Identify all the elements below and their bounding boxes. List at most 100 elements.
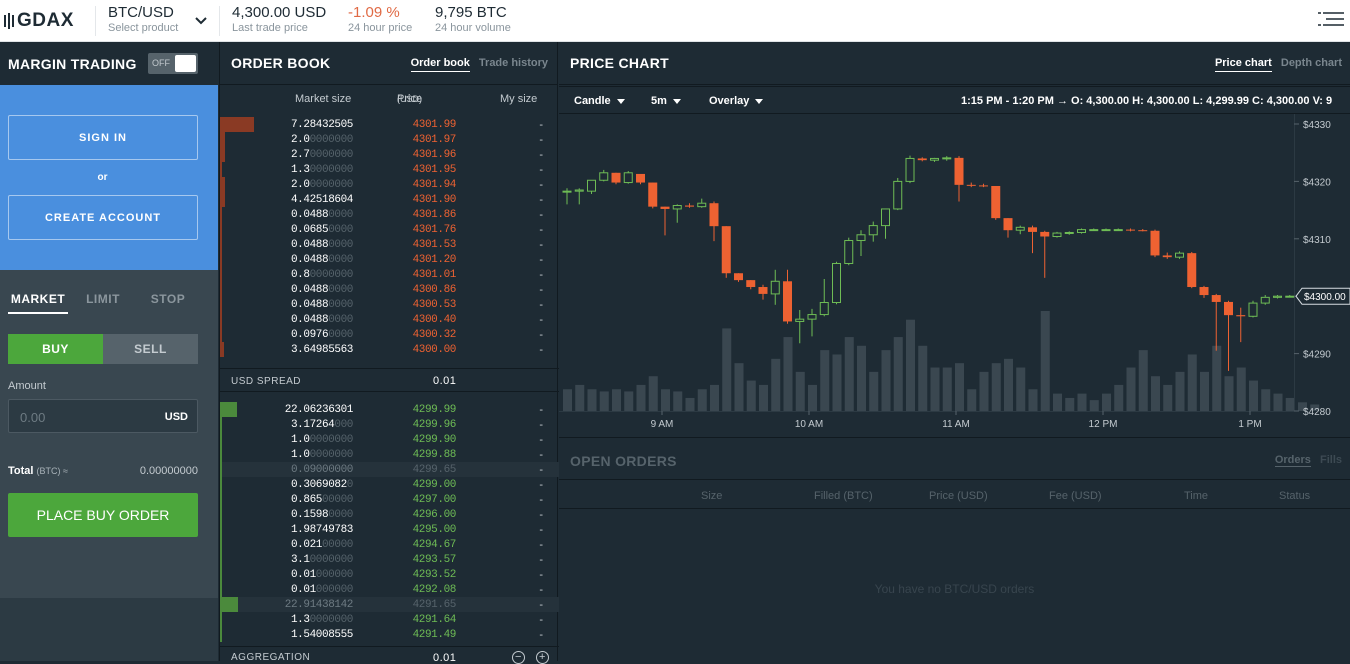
candle-body — [562, 190, 572, 193]
tab-stop[interactable]: STOP — [150, 292, 186, 306]
ask-row[interactable]: 2.00000000 4301.97 - — [220, 132, 559, 147]
total-value: 0.00000000 — [139, 465, 198, 477]
bid-row[interactable]: 0.30690820 4299.00 - — [220, 477, 559, 492]
bid-row[interactable]: 0.01000000 4293.52 - — [220, 567, 559, 582]
tab-market[interactable]: MARKET — [8, 292, 68, 314]
caret-down-icon — [616, 98, 625, 104]
volume-bar — [1028, 389, 1038, 411]
gdax-logo[interactable]: GDAX — [0, 0, 96, 42]
sidebar-footer — [0, 598, 218, 661]
bid-row[interactable]: 1.98749783 4295.00 - — [220, 522, 559, 537]
tab-price-chart[interactable]: Price chart — [1214, 57, 1272, 72]
price-chart-tabs: Price chart Depth chart — [1209, 57, 1342, 72]
volume-bar — [1004, 358, 1013, 411]
bid-row[interactable]: 0.01000000 4292.08 - — [220, 582, 559, 597]
candle-body — [734, 273, 743, 281]
bid-row[interactable]: 22.91438142 4291.65 - — [220, 597, 559, 612]
divider — [95, 6, 96, 36]
ask-row[interactable]: 0.04880000 4300.86 - — [220, 282, 559, 297]
ask-row[interactable]: 4.42518604 4301.90 - — [220, 192, 559, 207]
overlay-dropdown[interactable]: Overlay — [709, 95, 764, 107]
bid-size: 0.01000000 — [290, 569, 353, 581]
toggle-knob — [175, 55, 196, 72]
ask-row[interactable]: 0.04880000 4301.20 - — [220, 252, 559, 267]
bid-row[interactable]: 1.54008555 4291.49 - — [220, 627, 559, 642]
ask-row[interactable]: 1.30000000 4301.95 - — [220, 162, 559, 177]
chevron-down-icon[interactable] — [193, 13, 209, 29]
price-chart-title: PRICE CHART — [559, 42, 1350, 85]
ask-size: 2.00000000 — [290, 134, 353, 146]
sell-button[interactable]: SELL — [103, 334, 198, 364]
candle-body — [648, 182, 658, 207]
ask-size: 4.42518604 — [290, 194, 353, 206]
volume-bar — [1187, 354, 1197, 411]
bid-row[interactable]: 1.00000000 4299.88 - — [220, 447, 559, 462]
candle-body — [1273, 295, 1282, 298]
x-tick-label: 12 PM — [1089, 419, 1118, 430]
tab-orders[interactable]: Orders — [1274, 454, 1311, 467]
product-selector[interactable]: BTC/USD Select product — [108, 5, 178, 34]
tab-trade-history[interactable]: Trade history — [478, 57, 548, 69]
candle-dropdown[interactable]: Candle — [574, 95, 625, 107]
interval-dropdown-label: 5m — [651, 95, 667, 107]
interval-dropdown[interactable]: 5m — [651, 95, 681, 107]
bid-row[interactable]: 0.86500000 4297.00 - — [220, 492, 559, 507]
bid-row[interactable]: 3.17264000 4299.96 - — [220, 417, 559, 432]
volume-bar — [575, 384, 585, 411]
create-account-button[interactable]: CREATE ACCOUNT — [8, 195, 198, 240]
bid-size: 3.17264000 — [290, 419, 353, 431]
usd-spread: USD SPREAD 0.01 — [220, 368, 559, 392]
ask-row[interactable]: 3.64985563 4300.00 - — [220, 342, 559, 357]
bid-row[interactable]: 0.15980000 4296.00 - — [220, 507, 559, 522]
ask-size: 0.04880000 — [290, 299, 353, 311]
ask-row[interactable]: 0.09760000 4300.32 - — [220, 327, 559, 342]
ask-row[interactable]: 0.04880000 4300.40 - — [220, 312, 559, 327]
volume-bar — [697, 389, 707, 411]
amount-input[interactable]: 0.00 USD — [8, 399, 198, 433]
ask-row[interactable]: 2.00000000 4301.94 - — [220, 177, 559, 192]
tab-fills[interactable]: Fills — [1319, 454, 1342, 466]
tab-order-book[interactable]: Order book — [410, 57, 470, 72]
tab-limit[interactable]: LIMIT — [86, 292, 120, 306]
bid-row[interactable]: 22.06236301 4299.99 - — [220, 402, 559, 417]
menu-icon[interactable] — [1318, 12, 1344, 28]
ask-row[interactable]: 0.80000000 4301.01 - — [220, 267, 559, 282]
col-price: Price (USD) — [397, 93, 422, 105]
bid-price: 4297.00 — [412, 494, 457, 506]
volume-bar — [746, 380, 756, 411]
ask-row[interactable]: 0.04880000 4300.53 - — [220, 297, 559, 312]
bid-size: 0.30690820 — [290, 479, 353, 491]
bid-depth-bar — [220, 477, 222, 492]
plus-icon[interactable]: + — [536, 651, 549, 664]
ask-my-size: - — [539, 269, 543, 281]
bid-row[interactable]: 0.02100000 4294.67 - — [220, 537, 559, 552]
bid-depth-bar — [220, 432, 222, 447]
trade-form-panel: MARGIN TRADING OFF SIGN IN or CREATE ACC… — [0, 42, 218, 661]
bid-row[interactable]: 0.09000000 4299.65 - — [220, 462, 559, 477]
margin-toggle[interactable]: OFF — [148, 53, 198, 74]
place-buy-order-button[interactable]: PLACE BUY ORDER — [8, 493, 198, 537]
ask-my-size: - — [539, 284, 543, 296]
bid-row[interactable]: 1.00000000 4299.90 - — [220, 432, 559, 447]
sign-in-button[interactable]: SIGN IN — [8, 115, 198, 160]
minus-icon[interactable]: − — [512, 651, 525, 664]
candle-body — [574, 189, 584, 192]
x-tick-label: 11 AM — [942, 419, 970, 430]
ask-row[interactable]: 0.04880000 4301.86 - — [220, 207, 559, 222]
total-label-text: Total — [8, 465, 34, 477]
aggregation-label: AGGREGATION — [231, 652, 311, 663]
candle-body — [905, 157, 915, 182]
ask-row[interactable]: 2.70000000 4301.96 - — [220, 147, 559, 162]
tab-depth-chart[interactable]: Depth chart — [1280, 57, 1342, 69]
ask-row[interactable]: 7.28432505 4301.99 - — [220, 117, 559, 132]
volume-bar — [1053, 393, 1062, 411]
x-tick-label: 10 AM — [795, 419, 823, 430]
ask-row[interactable]: 0.06850000 4301.76 - — [220, 222, 559, 237]
bid-row[interactable]: 1.30000000 4291.64 - — [220, 612, 559, 627]
price-change-label: 24 hour price — [348, 22, 413, 34]
current-price-label: $4300.00 — [1304, 292, 1346, 303]
bid-row[interactable]: 3.10000000 4293.57 - — [220, 552, 559, 567]
ask-row[interactable]: 0.04880000 4301.53 - — [220, 237, 559, 252]
buy-button[interactable]: BUY — [8, 334, 103, 364]
